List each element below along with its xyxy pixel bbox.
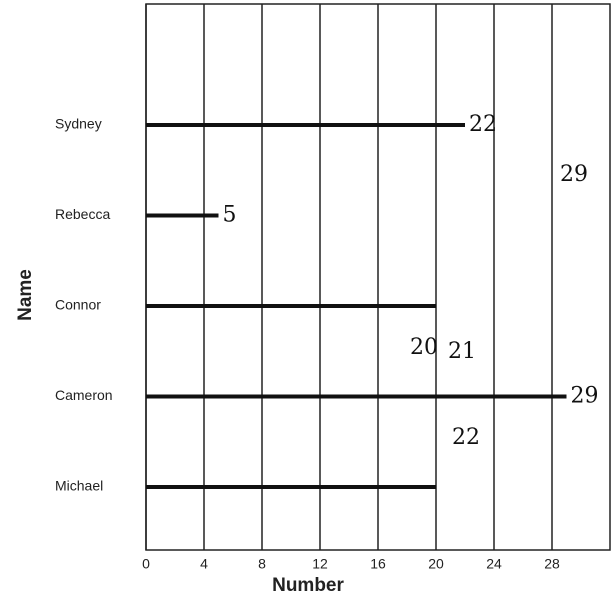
data-label: 29 — [571, 384, 599, 409]
x-tick-label: 28 — [544, 556, 560, 572]
bar — [146, 304, 436, 308]
data-label: 5 — [223, 203, 237, 228]
data-label: 22 — [469, 112, 497, 137]
x-tick-label: 4 — [200, 556, 208, 572]
annotation: 21 — [448, 339, 476, 364]
bar — [146, 485, 436, 489]
x-tick-label: 20 — [428, 556, 444, 572]
y-axis-title: Name — [15, 269, 36, 321]
x-tick-label: 8 — [258, 556, 266, 572]
x-tick-label: 16 — [370, 556, 386, 572]
y-tick-label: Connor — [55, 297, 101, 313]
x-tick-label: 0 — [142, 556, 150, 572]
x-tick-label: 24 — [486, 556, 502, 572]
bar — [146, 123, 465, 127]
chart: Number Name 0 4 8 12 16 20 24 28 Sydney 22 Rebecca… — [0, 0, 613, 607]
x-tick-label: 12 — [312, 556, 328, 572]
bar — [146, 214, 219, 218]
annotation: 22 — [452, 425, 480, 450]
y-tick-label: Cameron — [55, 387, 113, 403]
y-tick-label: Sydney — [55, 116, 102, 132]
annotation: 20 — [410, 335, 438, 360]
y-tick-label: Rebecca — [55, 206, 110, 222]
bar — [146, 395, 567, 399]
annotation: 29 — [560, 162, 588, 187]
x-axis-title: Number — [272, 575, 344, 596]
y-tick-label: Michael — [55, 478, 103, 494]
